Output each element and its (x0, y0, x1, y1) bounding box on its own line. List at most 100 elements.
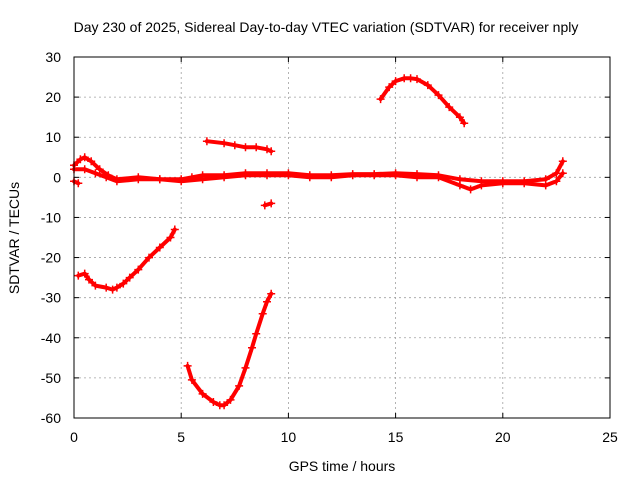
series-segment-c (202, 137, 276, 156)
data-point (460, 119, 469, 128)
grid-layer (74, 57, 610, 418)
data-point (235, 381, 244, 390)
data-point (241, 171, 250, 180)
data-point (80, 165, 89, 174)
data-point (423, 81, 432, 90)
data-point (134, 175, 143, 184)
y-tick-label: -50 (41, 370, 61, 386)
x-tick-label: 20 (495, 429, 511, 445)
data-point (220, 173, 229, 182)
data-point (376, 95, 385, 104)
data-point (391, 171, 400, 180)
data-point (267, 289, 276, 298)
series-segment-left-bottom (70, 177, 83, 188)
y-tick-label: -40 (41, 330, 61, 346)
data-point (263, 145, 271, 154)
data-point (119, 279, 128, 288)
data-point (552, 177, 561, 186)
data-point (85, 275, 93, 284)
data-point (102, 173, 111, 182)
data-point (284, 171, 293, 180)
y-tick-label: 10 (45, 129, 61, 145)
y-tick-label: -10 (41, 209, 61, 225)
data-point (263, 171, 271, 180)
x-tick-label: 5 (177, 429, 185, 445)
data-point (91, 169, 100, 178)
data-point (260, 201, 269, 210)
data-point (125, 273, 134, 282)
data-point (520, 179, 529, 188)
series-segment-a (74, 225, 179, 294)
tick-label-layer: 0 5 10 15 20 25 -60 -50 -40 -30 -20 -10 0 10 20 30 (41, 49, 618, 445)
data-point (434, 91, 443, 100)
data-point (263, 297, 271, 306)
y-tick-label: 30 (45, 49, 61, 65)
data-point (95, 165, 104, 174)
data-point (170, 225, 179, 234)
tick-layer (73, 56, 611, 419)
data-point (413, 75, 421, 84)
data-point (183, 361, 192, 370)
y-tick-label: -30 (41, 290, 61, 306)
chart-title: Day 230 of 2025, Sidereal Day-to-day VTE… (74, 19, 579, 35)
data-point (76, 155, 85, 164)
data-point (406, 74, 415, 83)
data-point (198, 389, 207, 398)
data-point (230, 141, 239, 150)
data-point (498, 179, 507, 188)
data-point (327, 173, 336, 182)
data-point (466, 185, 475, 194)
data-point (445, 103, 454, 112)
data-point (370, 171, 379, 180)
data-point (385, 83, 394, 92)
data-point (155, 243, 164, 252)
data-point (413, 173, 421, 182)
data-point (541, 181, 550, 190)
data-point (202, 137, 211, 146)
data-point (391, 77, 400, 86)
data-point (267, 147, 276, 156)
data-point (198, 175, 207, 184)
data-point (80, 153, 89, 162)
series-segment-b (183, 289, 276, 410)
plot-frame (73, 56, 611, 419)
data-point (267, 199, 276, 208)
data-point (166, 233, 175, 242)
series-segment-d (260, 199, 276, 210)
data-point (112, 177, 121, 186)
data-point (108, 285, 117, 294)
data-point (74, 179, 83, 188)
data-point (226, 395, 235, 404)
x-tick-label: 10 (281, 429, 297, 445)
data-point (241, 143, 250, 152)
data-point (91, 281, 100, 290)
data-point (252, 329, 261, 338)
data-point (258, 309, 267, 318)
y-tick-label: -60 (41, 410, 61, 426)
series-layer (70, 74, 567, 410)
data-point (187, 375, 196, 384)
series-trace (185, 291, 274, 408)
data-point (134, 265, 143, 274)
series-trace (378, 76, 467, 126)
data-point (305, 173, 314, 182)
series-trace (76, 227, 177, 292)
y-tick-label: 20 (45, 89, 61, 105)
data-point (434, 173, 443, 182)
y-axis-label: SDTVAR / TECUs (6, 182, 22, 294)
data-point (241, 363, 250, 372)
data-point (477, 181, 486, 190)
data-point (177, 177, 186, 186)
data-point (455, 113, 464, 122)
y-tick-label: -20 (41, 250, 61, 266)
data-point (252, 143, 261, 152)
data-point (220, 139, 229, 148)
data-point (558, 157, 567, 166)
data-point (209, 398, 218, 406)
data-point (248, 343, 256, 352)
data-point (112, 283, 121, 292)
series-segment-e (376, 74, 469, 128)
data-point (558, 169, 567, 178)
